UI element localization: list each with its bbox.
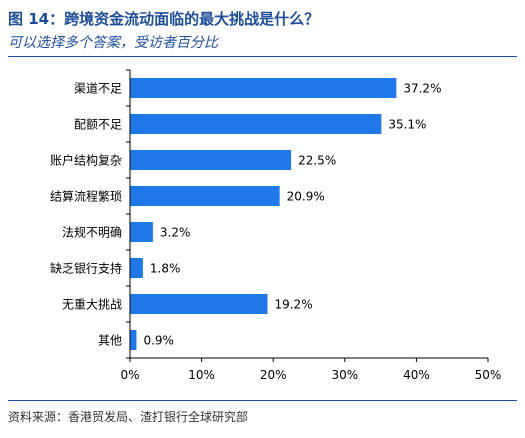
- bar: [130, 258, 143, 278]
- data-label: 0.9%: [143, 334, 174, 348]
- x-tick-label: 10%: [188, 368, 215, 382]
- top-divider: [8, 56, 517, 57]
- bar: [130, 114, 382, 134]
- bar: [130, 78, 397, 98]
- x-tick-label: 40%: [403, 368, 430, 382]
- category-label: 渠道不足: [74, 82, 122, 96]
- category-label: 缺乏银行支持: [50, 261, 122, 276]
- bar: [130, 186, 280, 206]
- bar-chart: 渠道不足 37.2% 配额不足 35.1% 账户结构复杂 22.5% 结算流程繁琐 20.9%…: [50, 69, 502, 382]
- bar: [130, 222, 153, 242]
- category-label: 法规不明确: [62, 225, 122, 240]
- x-tick-label: 20%: [260, 368, 287, 382]
- category-label: 结算流程繁琐: [50, 189, 122, 204]
- data-label: 3.2%: [160, 226, 191, 240]
- x-tick-label: 0%: [120, 368, 139, 382]
- data-label: 35.1%: [388, 118, 426, 132]
- bar: [130, 294, 268, 314]
- bottom-divider: [8, 400, 517, 401]
- category-label: 其他: [98, 334, 122, 348]
- x-tick-label: 30%: [331, 368, 358, 382]
- data-label: 22.5%: [298, 154, 336, 168]
- data-label: 19.2%: [274, 298, 312, 312]
- category-label: 账户结构复杂: [50, 153, 122, 168]
- category-label: 配额不足: [74, 118, 122, 132]
- chart-title: 图 14：跨境资金流动面临的最大挑战是什么？: [8, 10, 320, 28]
- category-label: 无重大挑战: [62, 298, 122, 312]
- bar: [130, 150, 292, 170]
- data-label: 37.2%: [403, 82, 441, 96]
- bar: [130, 330, 137, 350]
- x-tick-label: 50%: [475, 368, 502, 382]
- data-label: 20.9%: [287, 190, 325, 204]
- data-label: 1.8%: [150, 262, 181, 276]
- chart-subtitle: 可以选择多个答案，受访者百分比: [8, 35, 218, 51]
- source-note: 资料来源：香港贸发局、渣打银行全球研究部: [8, 410, 249, 424]
